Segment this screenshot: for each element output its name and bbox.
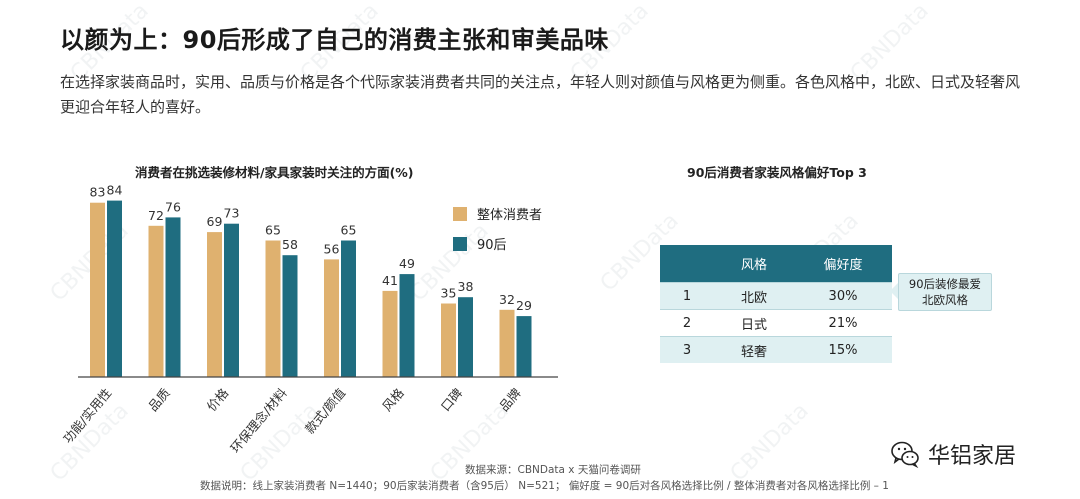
legend-label: 整体消费者 — [477, 208, 543, 223]
page-title: 以颜为上：90后形成了自己的消费主张和审美品味 — [60, 26, 609, 54]
table-cell: 1 — [660, 282, 714, 310]
bar-overall-7 — [499, 309, 515, 377]
wechat-icon — [891, 441, 919, 469]
bar-post90-2 — [224, 223, 239, 377]
data-source: 数据来源：CBNData x 天猫问卷调研 — [465, 464, 641, 476]
data-label: 83 — [90, 185, 106, 200]
bar-overall-2 — [207, 232, 222, 377]
legend-item-overall: 整体消费者 — [453, 204, 542, 223]
table-cell: 2 — [660, 309, 714, 337]
style-preference-table: 风格 偏好度 1 北欧 30% 2 日式 21% 3 轻奢 15% — [660, 245, 892, 363]
bar-overall-4 — [324, 259, 339, 377]
table-row: 3 轻奢 15% — [660, 336, 892, 363]
data-label: 65 — [265, 223, 281, 238]
bar-overall-1 — [148, 225, 164, 377]
legend-item-post90: 90后 — [453, 234, 507, 253]
table-cell: 15% — [794, 336, 892, 363]
data-label: 35 — [441, 286, 457, 301]
bar-post90-1 — [165, 217, 181, 377]
data-label: 32 — [499, 292, 515, 307]
bar-overall-3 — [265, 240, 281, 377]
table-cell: 日式 — [714, 309, 794, 337]
bar-overall-0 — [90, 202, 105, 377]
table-header-index — [660, 245, 714, 283]
data-label: 84 — [107, 183, 123, 198]
callout-line: 90后装修最爱 — [908, 277, 982, 291]
data-label: 73 — [224, 206, 240, 221]
legend-label: 90后 — [477, 238, 507, 253]
brand-name: 华铝家居 — [928, 444, 1017, 469]
x-tick-label: 口碑 — [438, 385, 466, 414]
bar-post90-7 — [516, 316, 532, 377]
brand: 华铝家居 — [890, 438, 1016, 470]
data-label: 65 — [341, 223, 357, 238]
legend-swatch-overall — [453, 206, 467, 221]
table-cell: 21% — [794, 309, 892, 337]
data-label: 72 — [148, 208, 164, 223]
bar-post90-4 — [341, 240, 356, 377]
bar-post90-6 — [458, 297, 473, 377]
bar-post90-5 — [399, 274, 415, 377]
callout-box: 90后装修最爱 北欧风格 — [898, 273, 992, 311]
data-label: 58 — [282, 237, 298, 252]
bar-chart-title: 消费者在挑选装修材料/家具家装时关注的方面(%) — [135, 165, 414, 180]
table-title: 90后消费者家装风格偏好Top 3 — [687, 165, 867, 180]
x-tick-label: 款式/颜值 — [302, 385, 348, 436]
data-label: 49 — [399, 256, 415, 271]
table-header-style: 风格 — [714, 245, 794, 283]
table-cell: 北欧 — [714, 282, 794, 310]
callout-line: 北欧风格 — [922, 293, 968, 307]
table-row: 2 日式 21% — [660, 309, 892, 337]
data-label: 38 — [458, 279, 474, 294]
data-label: 69 — [207, 214, 223, 229]
bar-overall-6 — [441, 303, 456, 377]
x-tick-label: 价格 — [204, 385, 232, 414]
x-tick-label: 品牌 — [496, 385, 524, 414]
table-cell: 30% — [794, 282, 892, 310]
data-note: 数据说明：线上家装消费者 N=1440；90后家装消费者（含95后） N=521… — [200, 480, 889, 492]
page-subtitle: 在选择家装商品时，实用、品质与价格是各个代际家装消费者共同的关注点，年轻人则对颜… — [60, 73, 1021, 116]
bar-post90-0 — [107, 200, 122, 377]
data-label: 56 — [324, 241, 340, 256]
x-tick-label: 风格 — [379, 385, 407, 414]
x-tick-label: 环保理念/材料 — [227, 385, 290, 456]
table-row: 1 北欧 30% — [660, 282, 892, 310]
x-tick-label: 品质 — [145, 385, 173, 414]
bar-post90-3 — [282, 255, 298, 377]
data-label: 76 — [165, 199, 181, 214]
table-cell: 轻奢 — [714, 336, 794, 363]
table-header-preference: 偏好度 — [794, 245, 892, 283]
callout-arrow — [890, 283, 898, 299]
data-label: 29 — [516, 298, 532, 313]
x-tick-label: 功能/实用性 — [60, 385, 114, 446]
data-label: 41 — [382, 273, 398, 288]
table-cell: 3 — [660, 336, 714, 363]
bar-overall-5 — [382, 290, 398, 377]
legend-swatch-post90 — [453, 236, 467, 251]
